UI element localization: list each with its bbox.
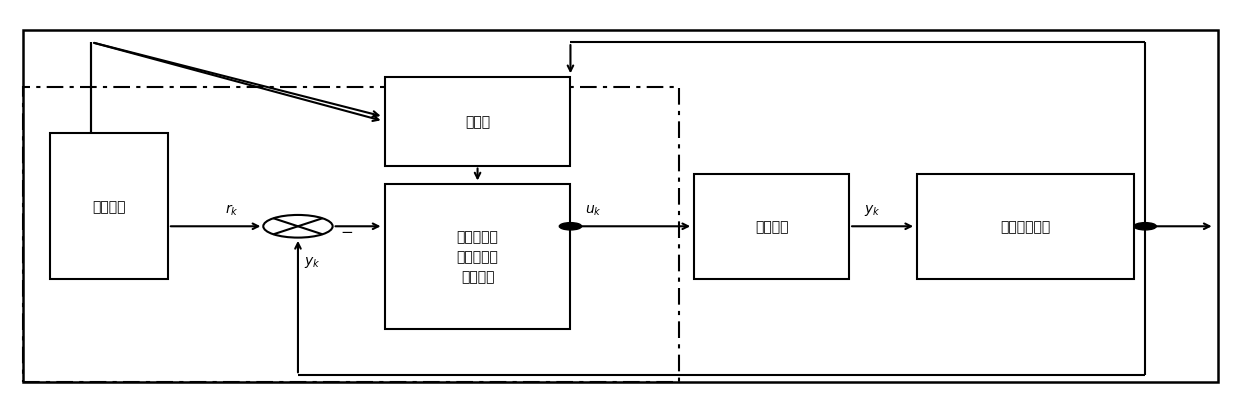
Bar xyxy=(694,174,849,279)
Bar xyxy=(384,184,570,330)
Text: 伺服对象: 伺服对象 xyxy=(755,220,789,234)
Text: 存储器: 存储器 xyxy=(465,115,490,129)
Text: $y_k$: $y_k$ xyxy=(304,254,321,269)
Text: $u_k$: $u_k$ xyxy=(585,203,603,218)
Bar xyxy=(384,77,570,166)
Circle shape xyxy=(263,215,332,238)
Bar xyxy=(24,87,680,382)
Text: 给定模块: 给定模块 xyxy=(92,200,125,213)
Text: $-$: $-$ xyxy=(340,223,353,238)
Circle shape xyxy=(559,223,582,230)
Text: $y_k$: $y_k$ xyxy=(864,203,880,218)
Bar xyxy=(24,31,1218,382)
Bar xyxy=(918,174,1135,279)
Circle shape xyxy=(1135,223,1157,230)
Text: 双曲正割离
散双周期重
复控制器: 双曲正割离 散双周期重 复控制器 xyxy=(456,230,498,284)
Text: $r_k$: $r_k$ xyxy=(226,202,239,218)
Bar xyxy=(51,134,167,279)
Text: 位置检测模块: 位置检测模块 xyxy=(1001,220,1050,234)
